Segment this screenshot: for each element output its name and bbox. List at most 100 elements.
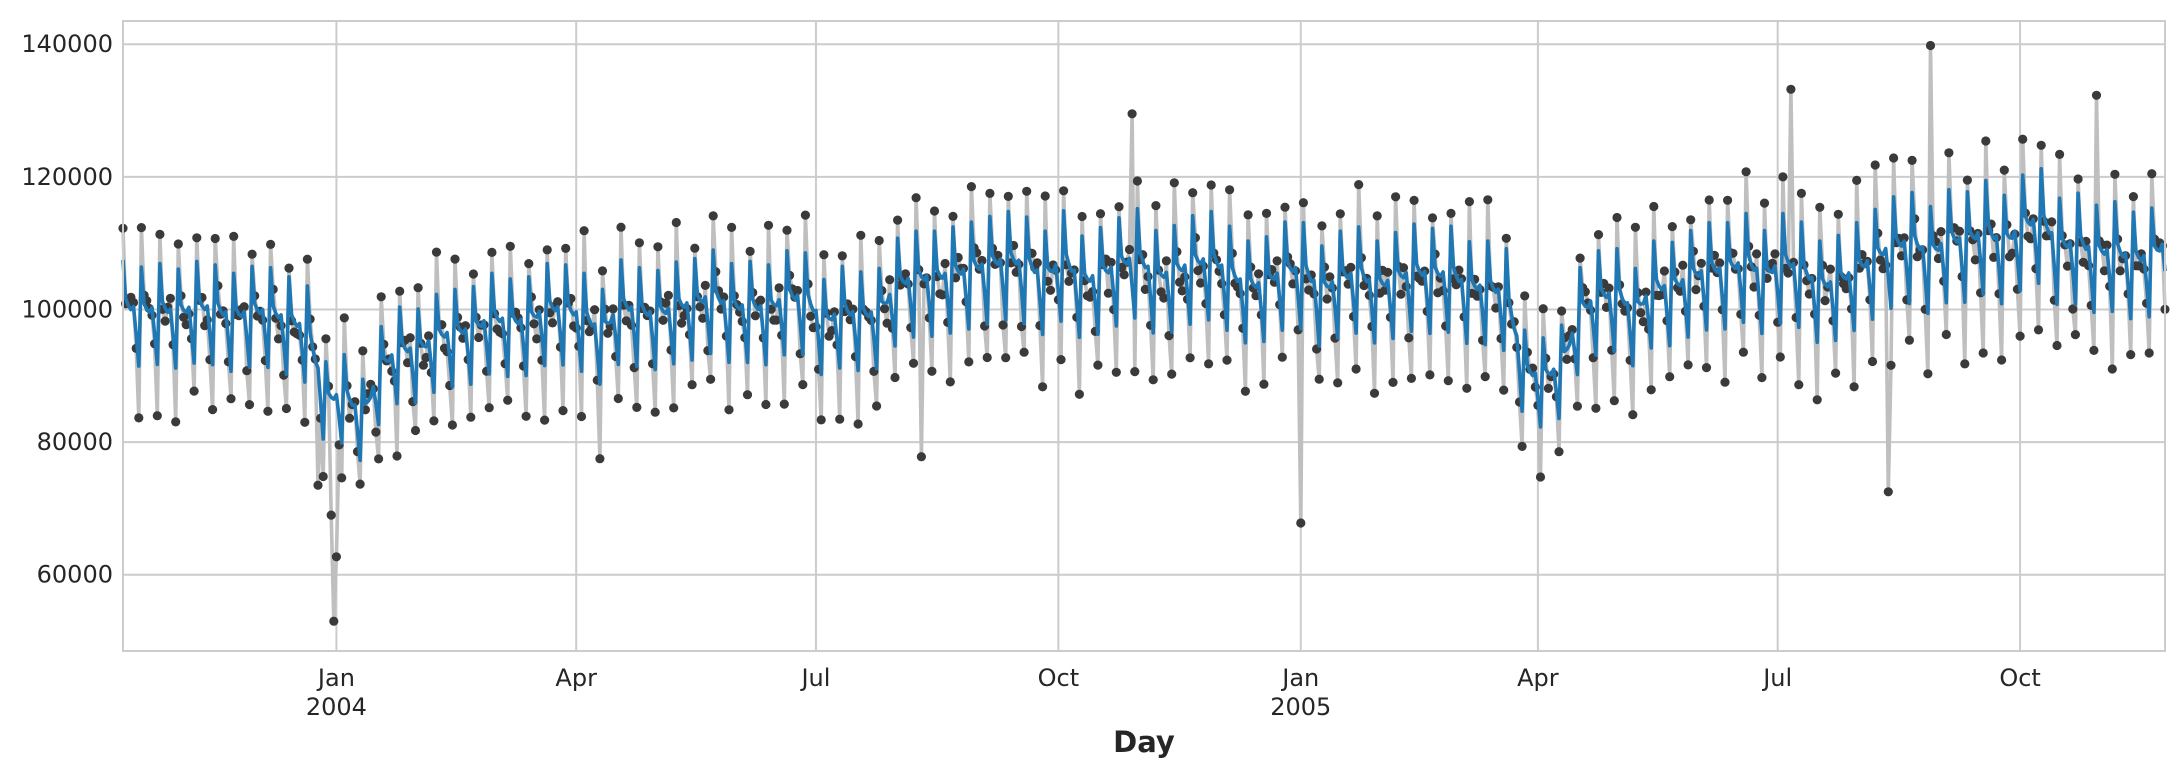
- observed-point: [1351, 364, 1361, 374]
- observed-point: [763, 220, 774, 230]
- observed-point: [937, 290, 948, 300]
- observed-point: [1978, 348, 1988, 358]
- observed-point: [1665, 372, 1675, 382]
- observed-point: [1259, 379, 1269, 389]
- observed-point: [313, 480, 323, 490]
- observed-point: [2073, 174, 2083, 184]
- observed-point: [800, 210, 811, 220]
- observed-point: [413, 283, 423, 293]
- fitted-series-line: [121, 166, 2167, 463]
- observed-point: [395, 286, 405, 296]
- x-axis-title: Day: [1113, 725, 1175, 759]
- observed-point: [371, 427, 381, 437]
- observed-point: [2147, 169, 2157, 179]
- observed-point: [1032, 258, 1042, 268]
- observed-point: [1443, 376, 1453, 386]
- x-tick-label: Jan: [1280, 664, 1319, 692]
- observed-point: [590, 305, 600, 315]
- observed-point: [1151, 201, 1161, 211]
- y-tick-label: 80000: [37, 428, 113, 456]
- observed-point: [1925, 40, 1936, 51]
- observed-point: [1022, 186, 1032, 196]
- observed-point: [1886, 360, 1896, 370]
- observed-point: [2089, 345, 2099, 355]
- observed-point: [1944, 148, 1954, 158]
- observed-point: [1045, 285, 1056, 295]
- observed-point: [189, 386, 199, 396]
- observed-point: [2126, 350, 2136, 360]
- observed-point: [908, 358, 919, 368]
- observed-point: [1575, 253, 1585, 263]
- observed-point: [856, 230, 866, 240]
- observed-point: [1678, 260, 1688, 270]
- observed-point: [742, 390, 753, 400]
- observed-point: [1038, 382, 1048, 392]
- observed-point: [1535, 472, 1546, 482]
- observed-point: [421, 352, 431, 363]
- observed-point: [613, 393, 623, 404]
- observed-point: [1981, 136, 1991, 146]
- x-tick-sublabel: 2005: [1270, 693, 1331, 721]
- observed-point: [1059, 186, 1069, 196]
- observed-point: [1796, 188, 1806, 198]
- observed-point: [1333, 378, 1343, 388]
- observed-point: [1683, 360, 1693, 370]
- observed-point: [1970, 255, 1980, 265]
- observed-point: [1904, 335, 1914, 345]
- observed-point: [745, 246, 755, 256]
- observed-point: [1999, 165, 2009, 175]
- observed-point: [532, 334, 542, 344]
- observed-point: [1723, 195, 1733, 205]
- observed-point: [2110, 169, 2120, 179]
- observed-point: [524, 259, 534, 269]
- observed-point: [1636, 308, 1646, 318]
- observed-point: [1701, 363, 1712, 373]
- y-tick-label: 120000: [21, 163, 113, 191]
- x-tick-label: Apr: [1517, 664, 1559, 692]
- observed-point: [521, 411, 531, 421]
- observed-point: [1064, 276, 1074, 286]
- observed-point: [1883, 487, 1893, 497]
- observed-point: [1240, 386, 1250, 396]
- plot-frame: [122, 20, 2166, 652]
- observed-point: [474, 332, 484, 343]
- observed-point: [698, 313, 708, 323]
- observed-point: [273, 334, 284, 344]
- observed-point: [1388, 377, 1398, 387]
- observed-point: [1130, 367, 1140, 377]
- observed-point: [879, 304, 890, 314]
- observed-point: [1132, 176, 1142, 186]
- observed-point: [405, 333, 415, 343]
- observed-point: [2026, 234, 2036, 244]
- observed-point: [284, 263, 294, 273]
- observed-point: [1280, 202, 1290, 212]
- observed-point: [929, 206, 940, 216]
- observed-point: [558, 406, 568, 416]
- observed-point: [1604, 283, 1614, 293]
- x-tick-label: Jul: [1761, 664, 1792, 692]
- observed-point: [940, 258, 950, 269]
- observed-point: [2070, 330, 2080, 340]
- observed-point: [1757, 373, 1767, 383]
- observed-point: [900, 269, 911, 279]
- observed-point: [358, 346, 368, 356]
- observed-point: [872, 401, 882, 411]
- y-tick-label: 100000: [21, 295, 113, 323]
- observed-point: [1406, 373, 1416, 383]
- observed-point: [1019, 347, 1029, 357]
- observed-point: [1517, 441, 1527, 451]
- observed-point: [1354, 180, 1364, 190]
- observed-point: [1243, 210, 1253, 220]
- observed-point: [300, 417, 310, 427]
- observed-point: [505, 241, 515, 251]
- observed-point: [1849, 382, 1859, 392]
- observed-point: [302, 254, 312, 264]
- observed-point: [2115, 266, 2125, 276]
- observed-point: [1322, 294, 1332, 304]
- observed-point: [911, 193, 921, 203]
- observed-point: [1691, 285, 1701, 295]
- observed-point: [1612, 212, 1622, 223]
- observed-point: [806, 311, 816, 321]
- observed-point: [1277, 352, 1287, 362]
- observed-point: [792, 285, 803, 296]
